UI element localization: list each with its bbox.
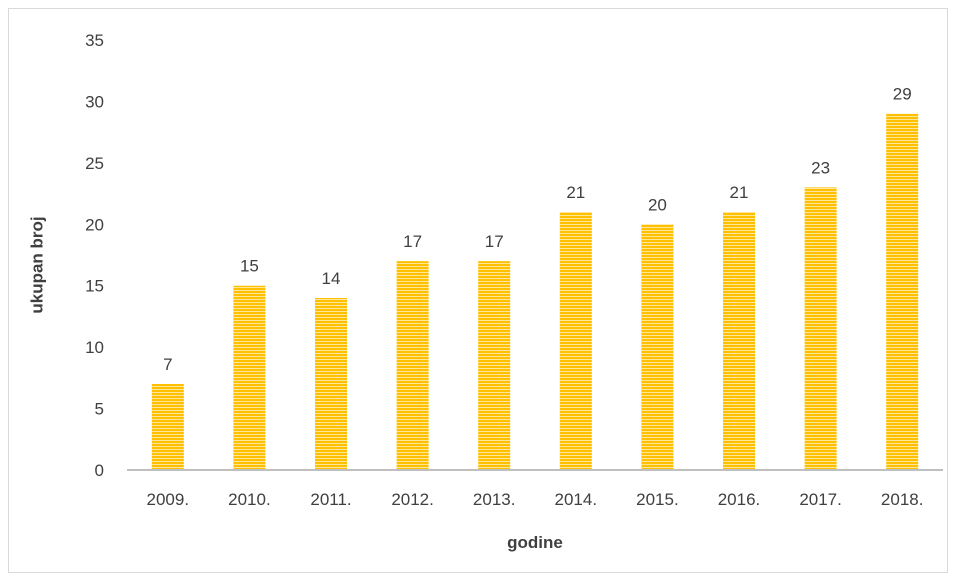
y-tick-label: 5 — [95, 400, 104, 419]
x-tick-label: 2009. — [147, 490, 190, 509]
y-tick-label: 30 — [85, 92, 104, 111]
x-axis-title: godine — [507, 533, 563, 552]
y-tick-label: 10 — [85, 338, 104, 357]
y-tick-label: 25 — [85, 154, 104, 173]
y-axis-ticks: 0 5 10 15 20 25 30 35 — [85, 31, 104, 480]
data-label: 7 — [163, 355, 172, 374]
y-tick-label: 20 — [85, 215, 104, 234]
bar — [559, 212, 592, 470]
data-label: 23 — [811, 158, 830, 177]
data-label: 14 — [322, 269, 341, 288]
chart-frame — [8, 8, 948, 573]
y-axis-title: ukupan broj — [27, 216, 46, 313]
x-tick-label: 2018. — [881, 490, 924, 509]
x-tick-label: 2012. — [391, 490, 434, 509]
x-tick-label: 2011. — [310, 490, 351, 509]
bar — [396, 261, 429, 470]
x-tick-label: 2010. — [228, 490, 271, 509]
x-tick-label: 2014. — [555, 490, 598, 509]
bars — [151, 113, 919, 470]
data-label: 15 — [240, 257, 259, 276]
data-label: 17 — [485, 232, 504, 251]
bar — [315, 298, 347, 470]
bar — [804, 187, 837, 470]
x-tick-label: 2017. — [799, 490, 842, 509]
data-labels: 7 15 14 17 17 21 20 21 23 29 — [163, 85, 912, 374]
bar — [723, 212, 755, 470]
bar — [886, 113, 919, 470]
bar — [233, 285, 266, 470]
y-tick-label: 35 — [85, 31, 104, 50]
x-tick-label: 2015. — [636, 490, 679, 509]
bar — [641, 224, 674, 470]
x-axis-ticks: 2009. 2010. 2011. 2012. 2013. 2014. 2015. 2016.… — [147, 490, 924, 509]
data-label: 17 — [403, 232, 422, 251]
x-tick-label: 2013. — [473, 490, 516, 509]
data-label: 21 — [566, 183, 585, 202]
y-tick-label: 0 — [95, 461, 104, 480]
data-label: 29 — [893, 85, 912, 104]
bar — [478, 261, 511, 470]
y-tick-label: 15 — [85, 277, 104, 296]
data-label: 21 — [730, 183, 749, 202]
data-label: 20 — [648, 195, 667, 214]
x-tick-label: 2016. — [718, 490, 761, 509]
bar — [151, 384, 184, 470]
